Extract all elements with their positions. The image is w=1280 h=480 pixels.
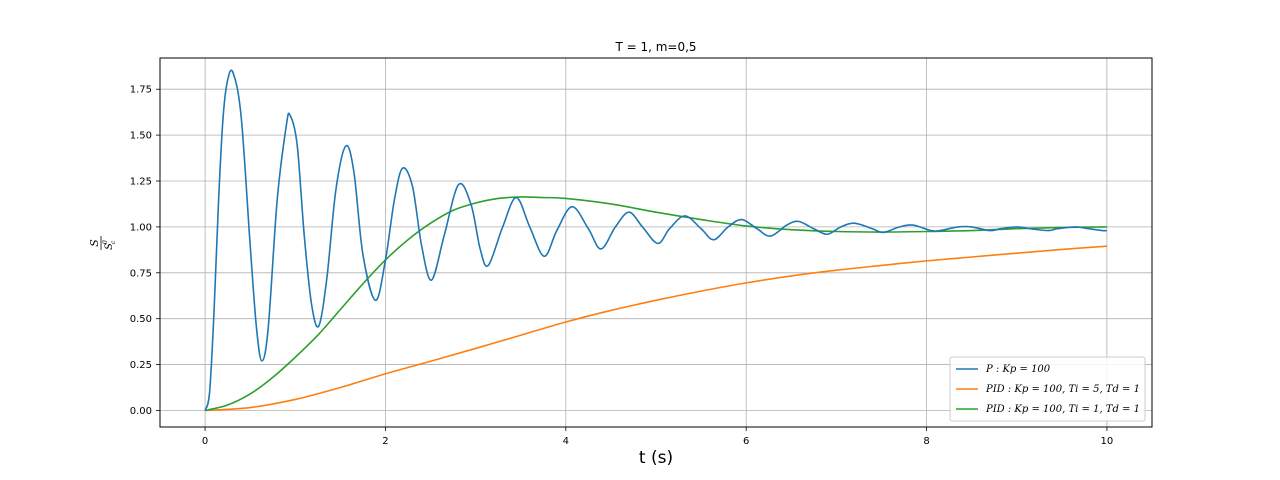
y-tick-label: 0.00	[130, 406, 152, 417]
plot-frame	[159, 57, 1153, 428]
y-tick-label: 1.25	[130, 177, 152, 188]
x-tick-label: 6	[743, 436, 749, 447]
y-axis: 0.00 0.25 0.50 0.75 1.00 1.25 1.50 1.75	[130, 85, 160, 417]
x-tick-label: 0	[202, 436, 208, 447]
y-tick-label: 0.50	[130, 314, 152, 325]
x-tick-label: 10	[1101, 436, 1114, 447]
legend-label-1: PID : Kp = 100, Ti = 5, Td = 1	[985, 384, 1140, 395]
y-tick-label: 0.75	[130, 268, 152, 279]
x-tick-label: 2	[382, 436, 388, 447]
x-tick-label: 4	[563, 436, 569, 447]
series-line-1	[205, 245, 1107, 412]
chart-title: T = 1, m=0,5	[614, 40, 696, 54]
y-axis-label-numerator: S	[88, 239, 101, 247]
y-axis-label-denominator: S0c	[102, 240, 117, 250]
y-tick-label: 0.25	[130, 360, 152, 371]
x-tick-label: 8	[923, 436, 929, 447]
y-tick-label: 1.75	[130, 85, 152, 96]
y-axis-label: S S0c	[88, 236, 117, 250]
series-line-2	[204, 196, 1107, 412]
legend: P : Kp = 100 PID : Kp = 100, Ti = 5, Td …	[949, 356, 1146, 422]
x-axis-label: t (s)	[639, 448, 673, 468]
y-tick-label: 1.00	[130, 222, 152, 233]
legend-label-2: PID : Kp = 100, Ti = 1, Td = 1	[985, 404, 1140, 415]
series-line-0	[204, 69, 1107, 411]
legend-box	[949, 356, 1146, 422]
legend-label-0: P : Kp = 100	[985, 364, 1051, 375]
x-axis: 0 2 4 6 8 10	[202, 427, 1113, 447]
y-tick-label: 1.50	[130, 131, 152, 142]
series-lines	[204, 69, 1107, 412]
